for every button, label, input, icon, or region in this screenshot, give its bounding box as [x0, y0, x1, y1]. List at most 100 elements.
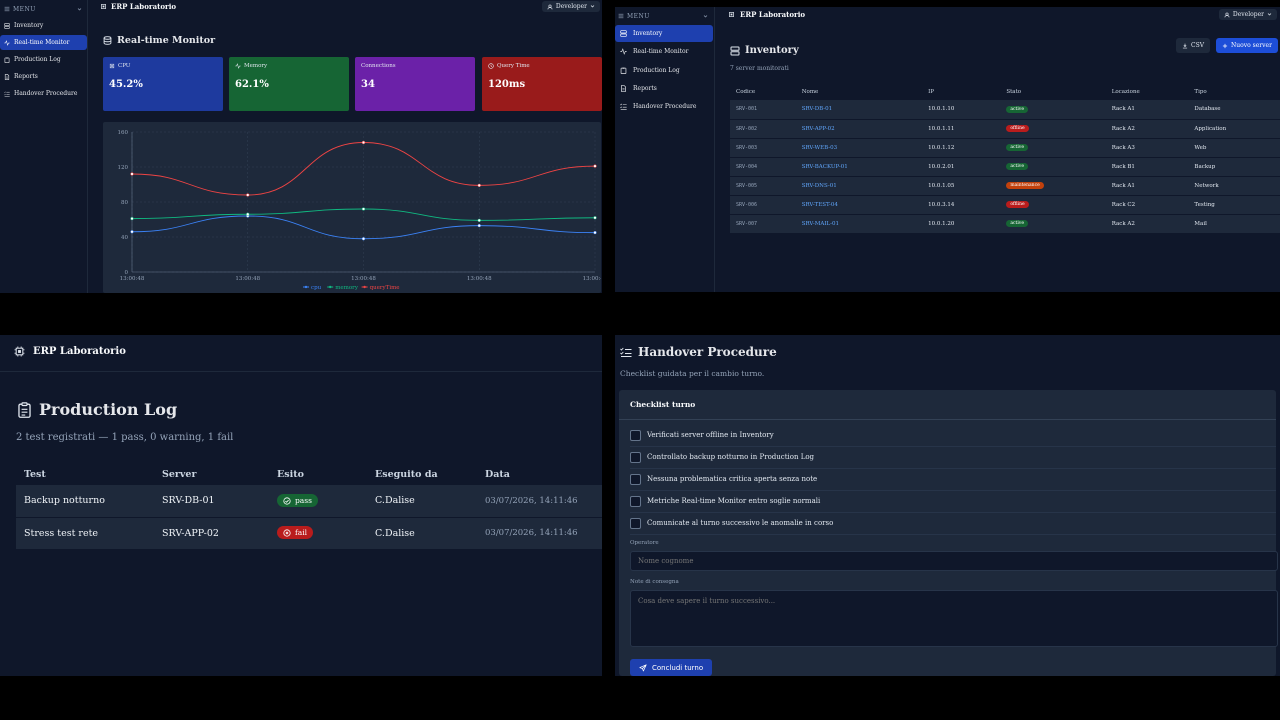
sidebar-item-handover-procedure[interactable]: Handover Procedure: [0, 86, 87, 101]
menu-header[interactable]: MENU: [4, 5, 84, 13]
checklist-item[interactable]: Metriche Real-time Monitor entro soglie …: [630, 495, 1270, 507]
notes-textarea[interactable]: [630, 590, 1278, 647]
sidebar-item-reports[interactable]: Reports: [615, 80, 713, 97]
sidebar-item-production-log[interactable]: Production Log: [615, 62, 713, 79]
cell-code: SRV-002: [730, 119, 796, 139]
cell-name[interactable]: SRV-BACKUP-01: [795, 157, 923, 177]
table-row[interactable]: SRV-007 SRV-MAIL-01 10.0.1.20 active Rack A2…: [730, 214, 1280, 234]
operator-input[interactable]: [630, 551, 1278, 571]
sidebar-item-label: Handover Procedure: [633, 103, 697, 111]
page-title: Inventory: [730, 45, 799, 56]
sidebar-list: Inventory Real-time Monitor Production Log…: [0, 18, 88, 103]
cell-name[interactable]: SRV-DB-01: [795, 100, 923, 120]
checkbox[interactable]: [630, 451, 641, 463]
cell-name[interactable]: SRV-TEST-04: [795, 195, 923, 215]
metric-card-memory: Memory 62.1%: [229, 57, 349, 111]
checklist-item[interactable]: Verificati server offline in Inventory: [630, 429, 1270, 441]
cell-name[interactable]: SRV-WEB-03: [795, 138, 923, 158]
sidebar-item-reports[interactable]: Reports: [0, 69, 87, 84]
data-point: [593, 216, 597, 220]
x-tick-label: 13:00:48: [235, 276, 260, 282]
cell-type: Mail: [1188, 214, 1280, 234]
column-header: Esito: [277, 468, 304, 480]
row-divider: [630, 490, 1276, 491]
developer-menu[interactable]: Developer: [1218, 9, 1277, 20]
checkbox[interactable]: [630, 495, 641, 507]
cell-type: Backup: [1188, 157, 1280, 177]
metric-label-row: Memory: [235, 63, 343, 69]
checklist-item[interactable]: Comunicate al turno successivo le anomal…: [630, 517, 1270, 529]
sidebar-item-real-time-monitor[interactable]: Real-time Monitor: [0, 35, 87, 50]
y-tick-label: 0: [125, 270, 129, 276]
chart-svg: 0 40 80 120 160 13:00:48 13:00:48 13:00:48 13:00…: [118, 130, 603, 291]
cell-code: SRV-007: [730, 214, 796, 234]
clipboard-icon: [17, 401, 32, 418]
sidebar-item-handover-procedure[interactable]: Handover Procedure: [615, 98, 713, 115]
y-tick-label: 40: [121, 235, 128, 241]
table-row[interactable]: SRV-006 SRV-TEST-04 10.0.3.14 offline Rack C…: [730, 195, 1280, 215]
metric-label: CPU: [118, 63, 131, 69]
menu-icon: [4, 6, 10, 12]
table-row[interactable]: SRV-001 SRV-DB-01 10.0.1.10 active Rack A1 Da…: [730, 100, 1280, 120]
cpu-icon: [100, 3, 107, 10]
operator-label: Operatore: [630, 540, 659, 546]
chevron-down-icon: [77, 7, 82, 12]
card-title: Checklist turno: [630, 400, 696, 409]
cpu-icon: [728, 11, 735, 18]
developer-label: Developer: [555, 3, 587, 10]
new-server-button[interactable]: Nuovo server: [1216, 38, 1278, 53]
menu-header[interactable]: MENU: [618, 12, 712, 20]
brand-name: ERP Laboratorio: [33, 346, 126, 357]
activity-icon: [235, 63, 241, 69]
table-row[interactable]: Stress test rete SRV-APP-02 fail C.Dalise 03…: [16, 517, 602, 550]
cell-ip: 10.0.1.11: [922, 119, 1001, 139]
sidebar-item-inventory[interactable]: Inventory: [0, 18, 87, 33]
checklist-item[interactable]: Nessuna problematica critica aperta senz…: [630, 473, 1270, 485]
cell-status: offline: [1000, 119, 1106, 139]
status-badge: active: [1006, 220, 1028, 227]
chevron-down-icon: [1267, 12, 1272, 17]
checklist-item[interactable]: Controllato backup notturno in Productio…: [630, 451, 1270, 463]
table-row[interactable]: SRV-002 SRV-APP-02 10.0.1.11 offline Rack A2…: [730, 119, 1280, 139]
chevron-down-icon: [703, 14, 708, 19]
csv-export-button[interactable]: CSV: [1176, 38, 1211, 53]
column-header: Test: [24, 468, 46, 480]
sidebar-item-label: Real-time Monitor: [14, 39, 70, 46]
table-row[interactable]: SRV-005 SRV-DNS-01 10.0.1.05 maintenance Rac…: [730, 176, 1280, 196]
table-row[interactable]: Backup notturno SRV-DB-01 pass C.Dalise 03/0…: [16, 485, 602, 518]
result-label: fail: [295, 528, 308, 538]
end-shift-button[interactable]: Concludi turno: [630, 659, 713, 676]
cell-status: active: [1000, 100, 1106, 120]
cell-name[interactable]: SRV-DNS-01: [795, 176, 923, 196]
checkbox[interactable]: [630, 517, 641, 529]
app-brand: ERP Laboratorio: [728, 10, 805, 19]
table-row[interactable]: SRV-004 SRV-BACKUP-01 10.0.2.01 active Rack …: [730, 157, 1280, 177]
page-title: Handover Procedure: [620, 345, 777, 359]
server-icon: [730, 46, 740, 56]
sidebar-item-inventory[interactable]: Inventory: [615, 25, 713, 42]
sidebar-item-real-time-monitor[interactable]: Real-time Monitor: [615, 43, 713, 60]
developer-label: Developer: [1232, 11, 1264, 18]
status-badge: offline: [1006, 125, 1029, 132]
y-tick-label: 160: [118, 130, 129, 136]
cell-status: maintenance: [1000, 176, 1106, 196]
user-icon: [1224, 12, 1230, 18]
checkbox[interactable]: [630, 429, 641, 441]
cell-name[interactable]: SRV-MAIL-01: [795, 214, 923, 234]
data-point: [477, 183, 481, 188]
checkbox[interactable]: [630, 473, 641, 485]
x-tick-label: 13:00:48: [120, 276, 145, 282]
sidebar-item-production-log[interactable]: Production Log: [0, 52, 87, 67]
table-body: SRV-001 SRV-DB-01 10.0.1.10 active Rack A1 Da…: [730, 100, 1280, 234]
status-badge: maintenance: [1006, 182, 1044, 189]
cell-ip: 10.0.1.10: [922, 100, 1001, 120]
cell-name[interactable]: SRV-APP-02: [795, 119, 923, 139]
column-header: Server: [162, 468, 197, 480]
cell-code: SRV-004: [730, 157, 796, 177]
clipboard-icon: [620, 67, 627, 74]
sidebar-item-label: Inventory: [633, 30, 663, 37]
table-row[interactable]: SRV-003 SRV-WEB-03 10.0.1.12 active Rack A3 W…: [730, 138, 1280, 158]
column-header: IP: [928, 88, 934, 95]
developer-menu[interactable]: Developer: [541, 1, 600, 12]
checklist-item-label: Nessuna problematica critica aperta senz…: [647, 475, 818, 483]
